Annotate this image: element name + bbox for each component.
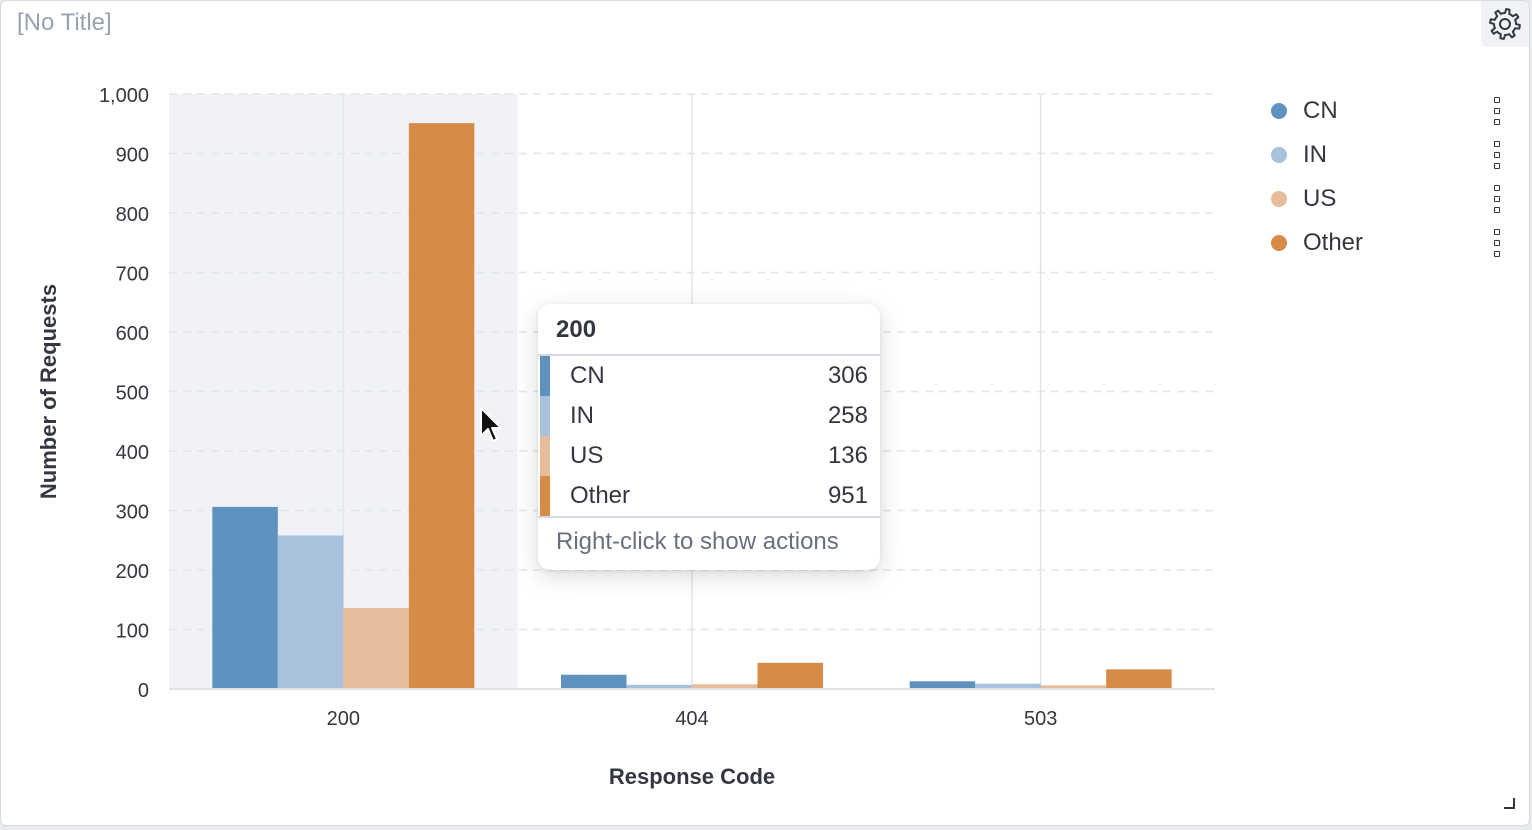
legend-swatch bbox=[1271, 235, 1287, 251]
tooltip-series-value: 951 bbox=[827, 482, 868, 509]
legend-label: US bbox=[1303, 185, 1337, 212]
tooltip-series-value: 306 bbox=[827, 362, 868, 389]
bar-cn-503 bbox=[909, 681, 976, 689]
tooltip-row: Other 951 bbox=[538, 476, 880, 516]
vertical-dots-icon[interactable] bbox=[1491, 229, 1503, 257]
tooltip-divider bbox=[538, 354, 880, 356]
vertical-dots-icon[interactable] bbox=[1491, 97, 1503, 125]
bar-cn-200 bbox=[212, 506, 278, 689]
y-tick-label: 0 bbox=[138, 680, 149, 702]
bar-other-200 bbox=[408, 123, 475, 689]
bar-in-404 bbox=[626, 684, 692, 689]
y-tick-label: 900 bbox=[116, 145, 149, 167]
legend-swatch bbox=[1271, 103, 1287, 119]
bar-in-200 bbox=[277, 535, 344, 689]
tooltip-footer: Right-click to show actions bbox=[556, 528, 839, 555]
legend-item-other[interactable]: Other bbox=[1263, 221, 1513, 265]
y-tick-label: 700 bbox=[116, 264, 149, 286]
legend-item-cn[interactable]: CN bbox=[1263, 89, 1513, 133]
legend: CN IN US Other bbox=[1263, 89, 1513, 265]
tooltip-series-name: IN bbox=[570, 402, 594, 429]
legend-label: CN bbox=[1303, 97, 1338, 124]
x-axis-title: Response Code bbox=[609, 764, 775, 789]
y-tick-label: 600 bbox=[116, 323, 149, 345]
legend-label: IN bbox=[1303, 141, 1327, 168]
y-tick-label: 100 bbox=[116, 621, 149, 643]
y-tick-label: 1,000 bbox=[99, 85, 149, 107]
bar-other-404 bbox=[757, 662, 823, 689]
bar-us-503 bbox=[1040, 685, 1107, 689]
y-tick-label: 500 bbox=[116, 383, 149, 405]
legend-swatch bbox=[1271, 147, 1287, 163]
y-tick-label: 400 bbox=[116, 442, 149, 464]
legend-label: Other bbox=[1303, 229, 1364, 256]
vertical-dots-icon[interactable] bbox=[1491, 185, 1503, 213]
x-tick-label: 200 bbox=[327, 708, 360, 730]
tooltip-series-name: CN bbox=[570, 362, 605, 389]
bar-us-200 bbox=[343, 608, 409, 689]
bar-chart: 0 100 200 300 400 500 600 700 800 900 1,000 200 404 5… bbox=[36, 85, 1215, 789]
y-tick-label: 800 bbox=[116, 204, 149, 226]
tooltip-series-name: Other bbox=[570, 482, 631, 509]
tooltip-title: 200 bbox=[556, 316, 597, 343]
legend-swatch bbox=[1271, 191, 1287, 207]
tooltip-series-value: 258 bbox=[827, 402, 868, 429]
x-tick-label: 503 bbox=[1024, 708, 1057, 730]
tooltip-divider bbox=[538, 516, 880, 518]
panel-title: [No Title] bbox=[17, 9, 112, 36]
tooltip-series-value: 136 bbox=[827, 442, 868, 469]
bar-in-503 bbox=[975, 683, 1041, 689]
legend-item-in[interactable]: IN bbox=[1263, 133, 1513, 177]
legend-item-us[interactable]: US bbox=[1263, 177, 1513, 221]
tooltip-row: IN 258 bbox=[538, 396, 880, 436]
y-tick-label: 200 bbox=[116, 561, 149, 583]
tooltip-series-swatch bbox=[540, 436, 550, 476]
vertical-dots-icon[interactable] bbox=[1491, 141, 1503, 169]
mouse-pointer-icon bbox=[480, 407, 502, 442]
chart-tooltip: 200 CN 306 IN 258 US 136 Other 951 Right-click … bbox=[538, 304, 880, 570]
y-axis-title: Number of Requests bbox=[36, 284, 61, 499]
tooltip-series-swatch bbox=[540, 396, 550, 436]
bar-us-404 bbox=[692, 684, 758, 689]
bar-cn-404 bbox=[561, 674, 627, 689]
tooltip-row: CN 306 bbox=[538, 356, 880, 396]
bar-other-503 bbox=[1106, 669, 1172, 689]
tooltip-series-name: US bbox=[570, 442, 604, 469]
x-tick-label: 404 bbox=[675, 708, 708, 730]
settings-button[interactable] bbox=[1481, 1, 1529, 47]
tooltip-row: US 136 bbox=[538, 436, 880, 476]
y-tick-label: 300 bbox=[116, 502, 149, 524]
gear-icon bbox=[1489, 8, 1521, 40]
resize-corner-icon[interactable] bbox=[1503, 797, 1515, 809]
tooltip-series-swatch bbox=[540, 356, 550, 396]
tooltip-series-swatch bbox=[540, 476, 550, 516]
